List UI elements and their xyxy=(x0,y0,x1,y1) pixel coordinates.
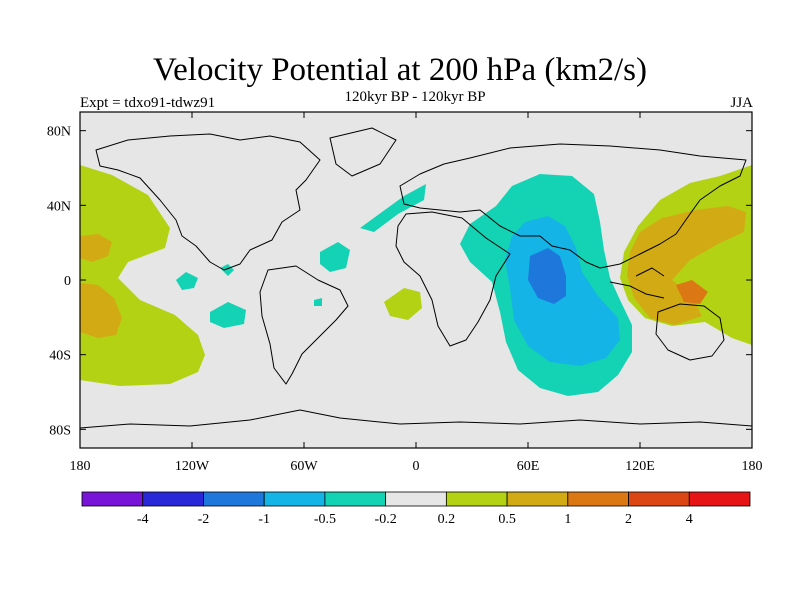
coast-africa xyxy=(395,211,511,347)
colorbar-label: -4 xyxy=(137,512,149,527)
x-tick-label: 0 xyxy=(413,459,420,474)
contour-positive-pacific-west-core-2 xyxy=(80,283,122,338)
coast-greenland xyxy=(329,127,397,177)
chart-subtitle: 120kyr BP - 120kyr BP xyxy=(344,89,486,105)
coast-eurasia xyxy=(399,143,747,269)
y-tick-label: 40S xyxy=(49,349,71,364)
experiment-label: Expt = tdxo91-tdwz91 xyxy=(80,95,216,111)
colorbar-label: 0.5 xyxy=(498,512,516,527)
colorbar-swatch xyxy=(567,491,629,507)
contour-negative-caribbean-blob xyxy=(220,264,234,276)
contour-positive-pacific-east-max xyxy=(676,280,708,304)
x-tick-label: 60W xyxy=(290,459,318,474)
x-tick-label: 120E xyxy=(625,459,655,474)
colorbar-label: -1 xyxy=(258,512,270,527)
colorbar-swatch xyxy=(203,491,265,507)
contour-negative-pacific-blob-2 xyxy=(210,302,246,328)
x-tick-label: 180 xyxy=(742,459,763,474)
colorbar-swatch xyxy=(81,491,144,507)
season-label: JJA xyxy=(730,95,753,111)
map-plot-area xyxy=(80,112,752,448)
coast-south-america xyxy=(259,265,349,385)
colorbar-label: 4 xyxy=(686,512,693,527)
colorbar-swatch xyxy=(324,491,387,507)
x-axis: 180 120W 60W 0 60E 120E 180 xyxy=(70,112,763,474)
contour-positive-south-atlantic xyxy=(384,288,422,320)
colorbar-label: -0.5 xyxy=(314,512,336,527)
colorbar-swatch xyxy=(506,491,569,507)
y-tick-label: 80N xyxy=(47,125,71,140)
colorbar-label: 1 xyxy=(564,512,571,527)
y-axis: 80N 40N 0 40S 80S xyxy=(47,125,752,438)
coast-australia xyxy=(655,303,725,361)
colorbar-swatch xyxy=(385,491,447,507)
x-tick-label: 60E xyxy=(517,459,540,474)
colorbar-label: -0.2 xyxy=(375,512,397,527)
y-tick-label: 80S xyxy=(49,423,71,438)
contour-negative-brazil-blob xyxy=(314,298,322,306)
colorbar-label: -2 xyxy=(198,512,210,527)
colorbar-swatch xyxy=(142,491,204,507)
x-tick-label: 180 xyxy=(70,459,91,474)
coastlines xyxy=(80,127,752,429)
colorbar: -4 -2 -1 -0.5 -0.2 0.2 0.5 1 2 4 xyxy=(81,491,751,527)
colorbar-swatch xyxy=(263,491,326,507)
colorbar-label: 0.2 xyxy=(438,512,456,527)
colorbar-swatch xyxy=(688,491,751,507)
coast-indonesia xyxy=(609,267,665,299)
contour-positive-pacific-west-core-1 xyxy=(80,234,112,262)
y-tick-label: 0 xyxy=(64,274,71,289)
contour-negative-mid-atlantic xyxy=(320,242,350,272)
colorbar-swatch xyxy=(445,491,508,507)
contour-positive-pacific-east-core xyxy=(627,206,746,325)
contour-negative-indian-ocean-core xyxy=(528,248,566,304)
contour-negative-pacific-blob-1 xyxy=(176,272,198,290)
colorbar-label: 2 xyxy=(625,512,632,527)
contour-negative-north-atlantic xyxy=(360,184,426,232)
colorbar-swatch xyxy=(628,491,690,507)
y-tick-label: 40N xyxy=(47,199,71,214)
x-tick-label: 120W xyxy=(175,459,210,474)
contour-fill xyxy=(80,165,752,396)
coast-north-america xyxy=(95,133,321,271)
coast-antarctica xyxy=(80,409,752,429)
chart-title: Velocity Potential at 200 hPa (km2/s) xyxy=(152,52,648,88)
